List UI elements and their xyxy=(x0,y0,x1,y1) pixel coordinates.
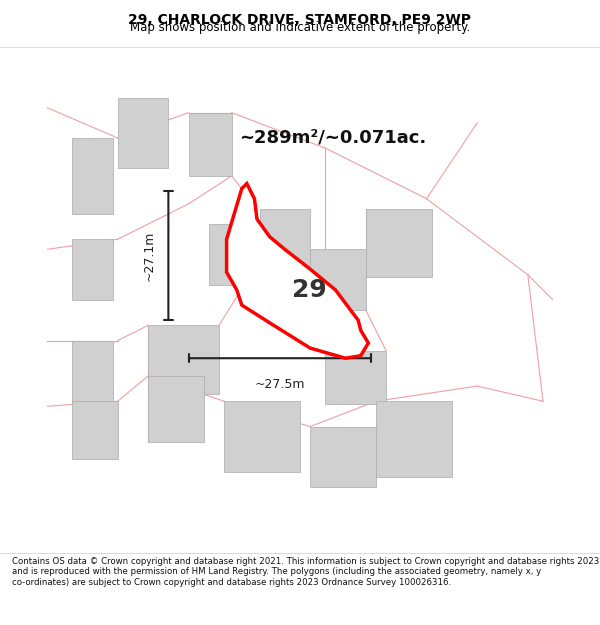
Text: Contains OS data © Crown copyright and database right 2021. This information is : Contains OS data © Crown copyright and d… xyxy=(12,557,599,586)
Polygon shape xyxy=(118,98,169,168)
Text: ~27.1m: ~27.1m xyxy=(143,231,156,281)
Text: 29, CHARLOCK DRIVE, STAMFORD, PE9 2WP: 29, CHARLOCK DRIVE, STAMFORD, PE9 2WP xyxy=(128,13,472,27)
Text: Map shows position and indicative extent of the property.: Map shows position and indicative extent… xyxy=(130,21,470,34)
Polygon shape xyxy=(310,426,376,488)
Polygon shape xyxy=(224,401,300,472)
Text: ~27.5m: ~27.5m xyxy=(254,379,305,391)
Polygon shape xyxy=(72,401,118,459)
Polygon shape xyxy=(209,224,244,285)
Polygon shape xyxy=(148,376,204,442)
Polygon shape xyxy=(260,209,310,278)
Polygon shape xyxy=(325,351,386,404)
Polygon shape xyxy=(310,249,366,310)
Polygon shape xyxy=(227,184,368,358)
Text: 29: 29 xyxy=(292,278,327,302)
Polygon shape xyxy=(366,209,431,278)
Text: ~289m²/~0.071ac.: ~289m²/~0.071ac. xyxy=(239,129,427,147)
Polygon shape xyxy=(188,112,232,176)
Polygon shape xyxy=(376,401,452,478)
Polygon shape xyxy=(148,325,219,394)
Polygon shape xyxy=(72,341,113,404)
Polygon shape xyxy=(72,239,113,300)
Polygon shape xyxy=(72,138,113,214)
